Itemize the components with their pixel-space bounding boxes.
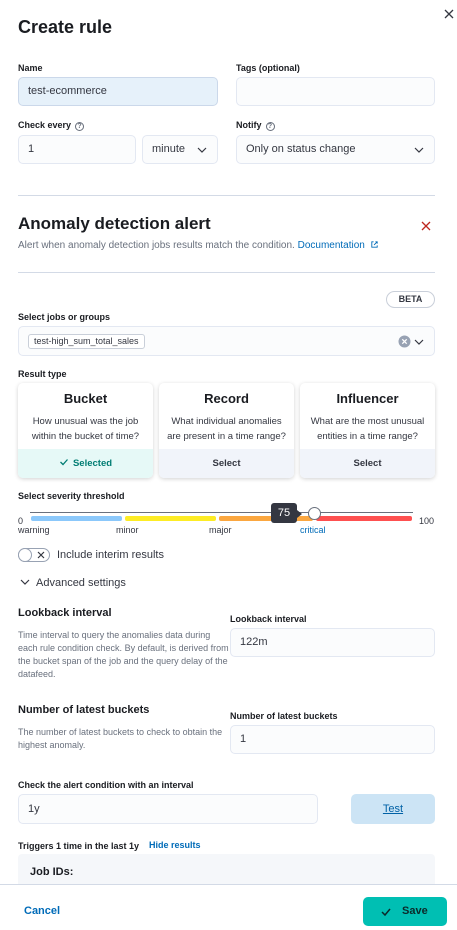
card-description: What are the most unusual entities in a … (310, 416, 425, 442)
tick-major: major (209, 525, 232, 535)
result-type-label: Result type (18, 369, 67, 379)
chevron-down-icon (20, 579, 30, 585)
notify-text: Notify (236, 120, 262, 130)
result-type-card-bucket[interactable]: Bucket How unusual was the job within th… (18, 383, 153, 478)
rule-type-title: Anomaly detection alert (18, 214, 211, 233)
rule-type-description: Alert when anomaly detection jobs result… (18, 240, 379, 251)
cross-icon (37, 551, 45, 559)
lookback-field-label: Lookback interval (230, 614, 307, 624)
notify-label: Notify? (236, 120, 275, 131)
card-title: Influencer (336, 391, 399, 406)
card-select-button[interactable]: Select (159, 449, 294, 478)
tags-label: Tags (optional) (236, 63, 300, 73)
interim-results-toggle[interactable] (18, 548, 50, 562)
documentation-link-text: Documentation (297, 240, 365, 251)
divider (18, 272, 435, 273)
card-title: Record (204, 391, 249, 406)
help-icon[interactable]: ? (265, 122, 275, 131)
cancel-button[interactable]: Cancel (24, 905, 61, 917)
toggle-knob (18, 548, 32, 562)
severity-range-critical (316, 516, 412, 521)
flyout-footer: Cancel Save (0, 884, 457, 930)
lookback-title: Lookback interval (18, 607, 112, 619)
name-label: Name (18, 63, 43, 73)
divider (18, 195, 435, 196)
chevron-down-icon (414, 147, 424, 153)
lookback-description: Time interval to query the anomalies dat… (18, 630, 229, 679)
card-selected-button[interactable]: Selected (18, 449, 153, 478)
preview-results-panel: Job IDs: (18, 854, 435, 884)
clear-icon[interactable] (398, 335, 411, 348)
card-select-button[interactable]: Select (300, 449, 435, 478)
severity-value-tooltip: 75 (271, 503, 297, 523)
tick-critical: critical (300, 525, 326, 535)
lookback-interval-input[interactable]: 122m (230, 628, 435, 657)
buckets-field-label: Number of latest buckets (230, 711, 338, 721)
tick-warning: warning (18, 525, 50, 535)
rule-type-description-text: Alert when anomaly detection jobs result… (18, 240, 295, 251)
result-type-card-record[interactable]: Record What individual anomalies are pre… (159, 383, 294, 478)
save-button[interactable]: Save (363, 897, 447, 926)
notify-value: Only on status change (246, 143, 356, 155)
advanced-settings-toggle[interactable]: Advanced settings (20, 577, 126, 589)
preview-result-text: Triggers 1 time in the last 1y (18, 841, 140, 851)
card-title: Bucket (63, 391, 108, 406)
name-input[interactable]: test-ecommerce (18, 77, 218, 106)
check-every-text: Check every (18, 120, 72, 130)
slider-rail (30, 512, 413, 513)
severity-range-warning (31, 516, 122, 521)
tick-minor: minor (116, 525, 139, 535)
beta-badge: BETA (386, 291, 435, 308)
advanced-settings-label: Advanced settings (36, 577, 126, 589)
close-icon[interactable] (441, 6, 457, 22)
check-icon (381, 908, 391, 917)
preview-interval-input[interactable]: 1y (18, 794, 318, 824)
buckets-title: Number of latest buckets (18, 704, 150, 716)
severity-range-minor (125, 516, 216, 521)
test-button[interactable]: Test (351, 794, 435, 824)
tags-input[interactable] (236, 77, 435, 106)
unit-value: minute (152, 143, 186, 155)
severity-slider-thumb[interactable] (308, 507, 321, 520)
external-link-icon (371, 241, 378, 248)
interim-results-label: Include interim results (57, 549, 164, 561)
latest-buckets-input[interactable]: 1 (230, 725, 435, 754)
hide-results-link[interactable]: Hide results (149, 840, 201, 850)
job-pill[interactable]: test-high_sum_total_sales (28, 334, 145, 349)
check-every-unit-select[interactable]: minute (142, 135, 218, 164)
buckets-description: The number of latest buckets to check to… (18, 727, 223, 750)
notify-select[interactable]: Only on status change (236, 135, 435, 164)
save-label: Save (402, 905, 428, 917)
severity-range-major (219, 516, 313, 521)
severity-max: 100 (419, 516, 435, 526)
severity-min: 0 (18, 516, 24, 526)
check-icon (59, 459, 68, 466)
chevron-down-icon (197, 147, 207, 153)
job-ids-label: Job IDs: (30, 866, 74, 878)
card-action-label: Selected (72, 458, 113, 469)
severity-label: Select severity threshold (18, 491, 125, 501)
card-description: What individual anomalies are present in… (167, 416, 286, 442)
documentation-link[interactable]: Documentation (298, 240, 379, 251)
flyout-body[interactable]: Name test-ecommerce Tags (optional) Chec… (0, 56, 457, 884)
chevron-down-icon[interactable] (414, 337, 424, 347)
check-every-label: Check every? (18, 120, 85, 131)
preview-label: Check the alert condition with an interv… (18, 780, 194, 790)
flyout-title: Create rule (18, 17, 113, 37)
tooltip-arrow (297, 510, 302, 518)
help-icon[interactable]: ? (75, 122, 85, 131)
jobs-label: Select jobs or groups (18, 312, 111, 322)
result-type-card-influencer[interactable]: Influencer What are the most unusual ent… (300, 383, 435, 478)
remove-rule-type-icon[interactable] (420, 220, 432, 232)
check-every-input[interactable]: 1 (18, 135, 136, 164)
card-description: How unusual was the job within the bucke… (31, 416, 140, 442)
jobs-combobox[interactable]: test-high_sum_total_sales (18, 326, 435, 356)
